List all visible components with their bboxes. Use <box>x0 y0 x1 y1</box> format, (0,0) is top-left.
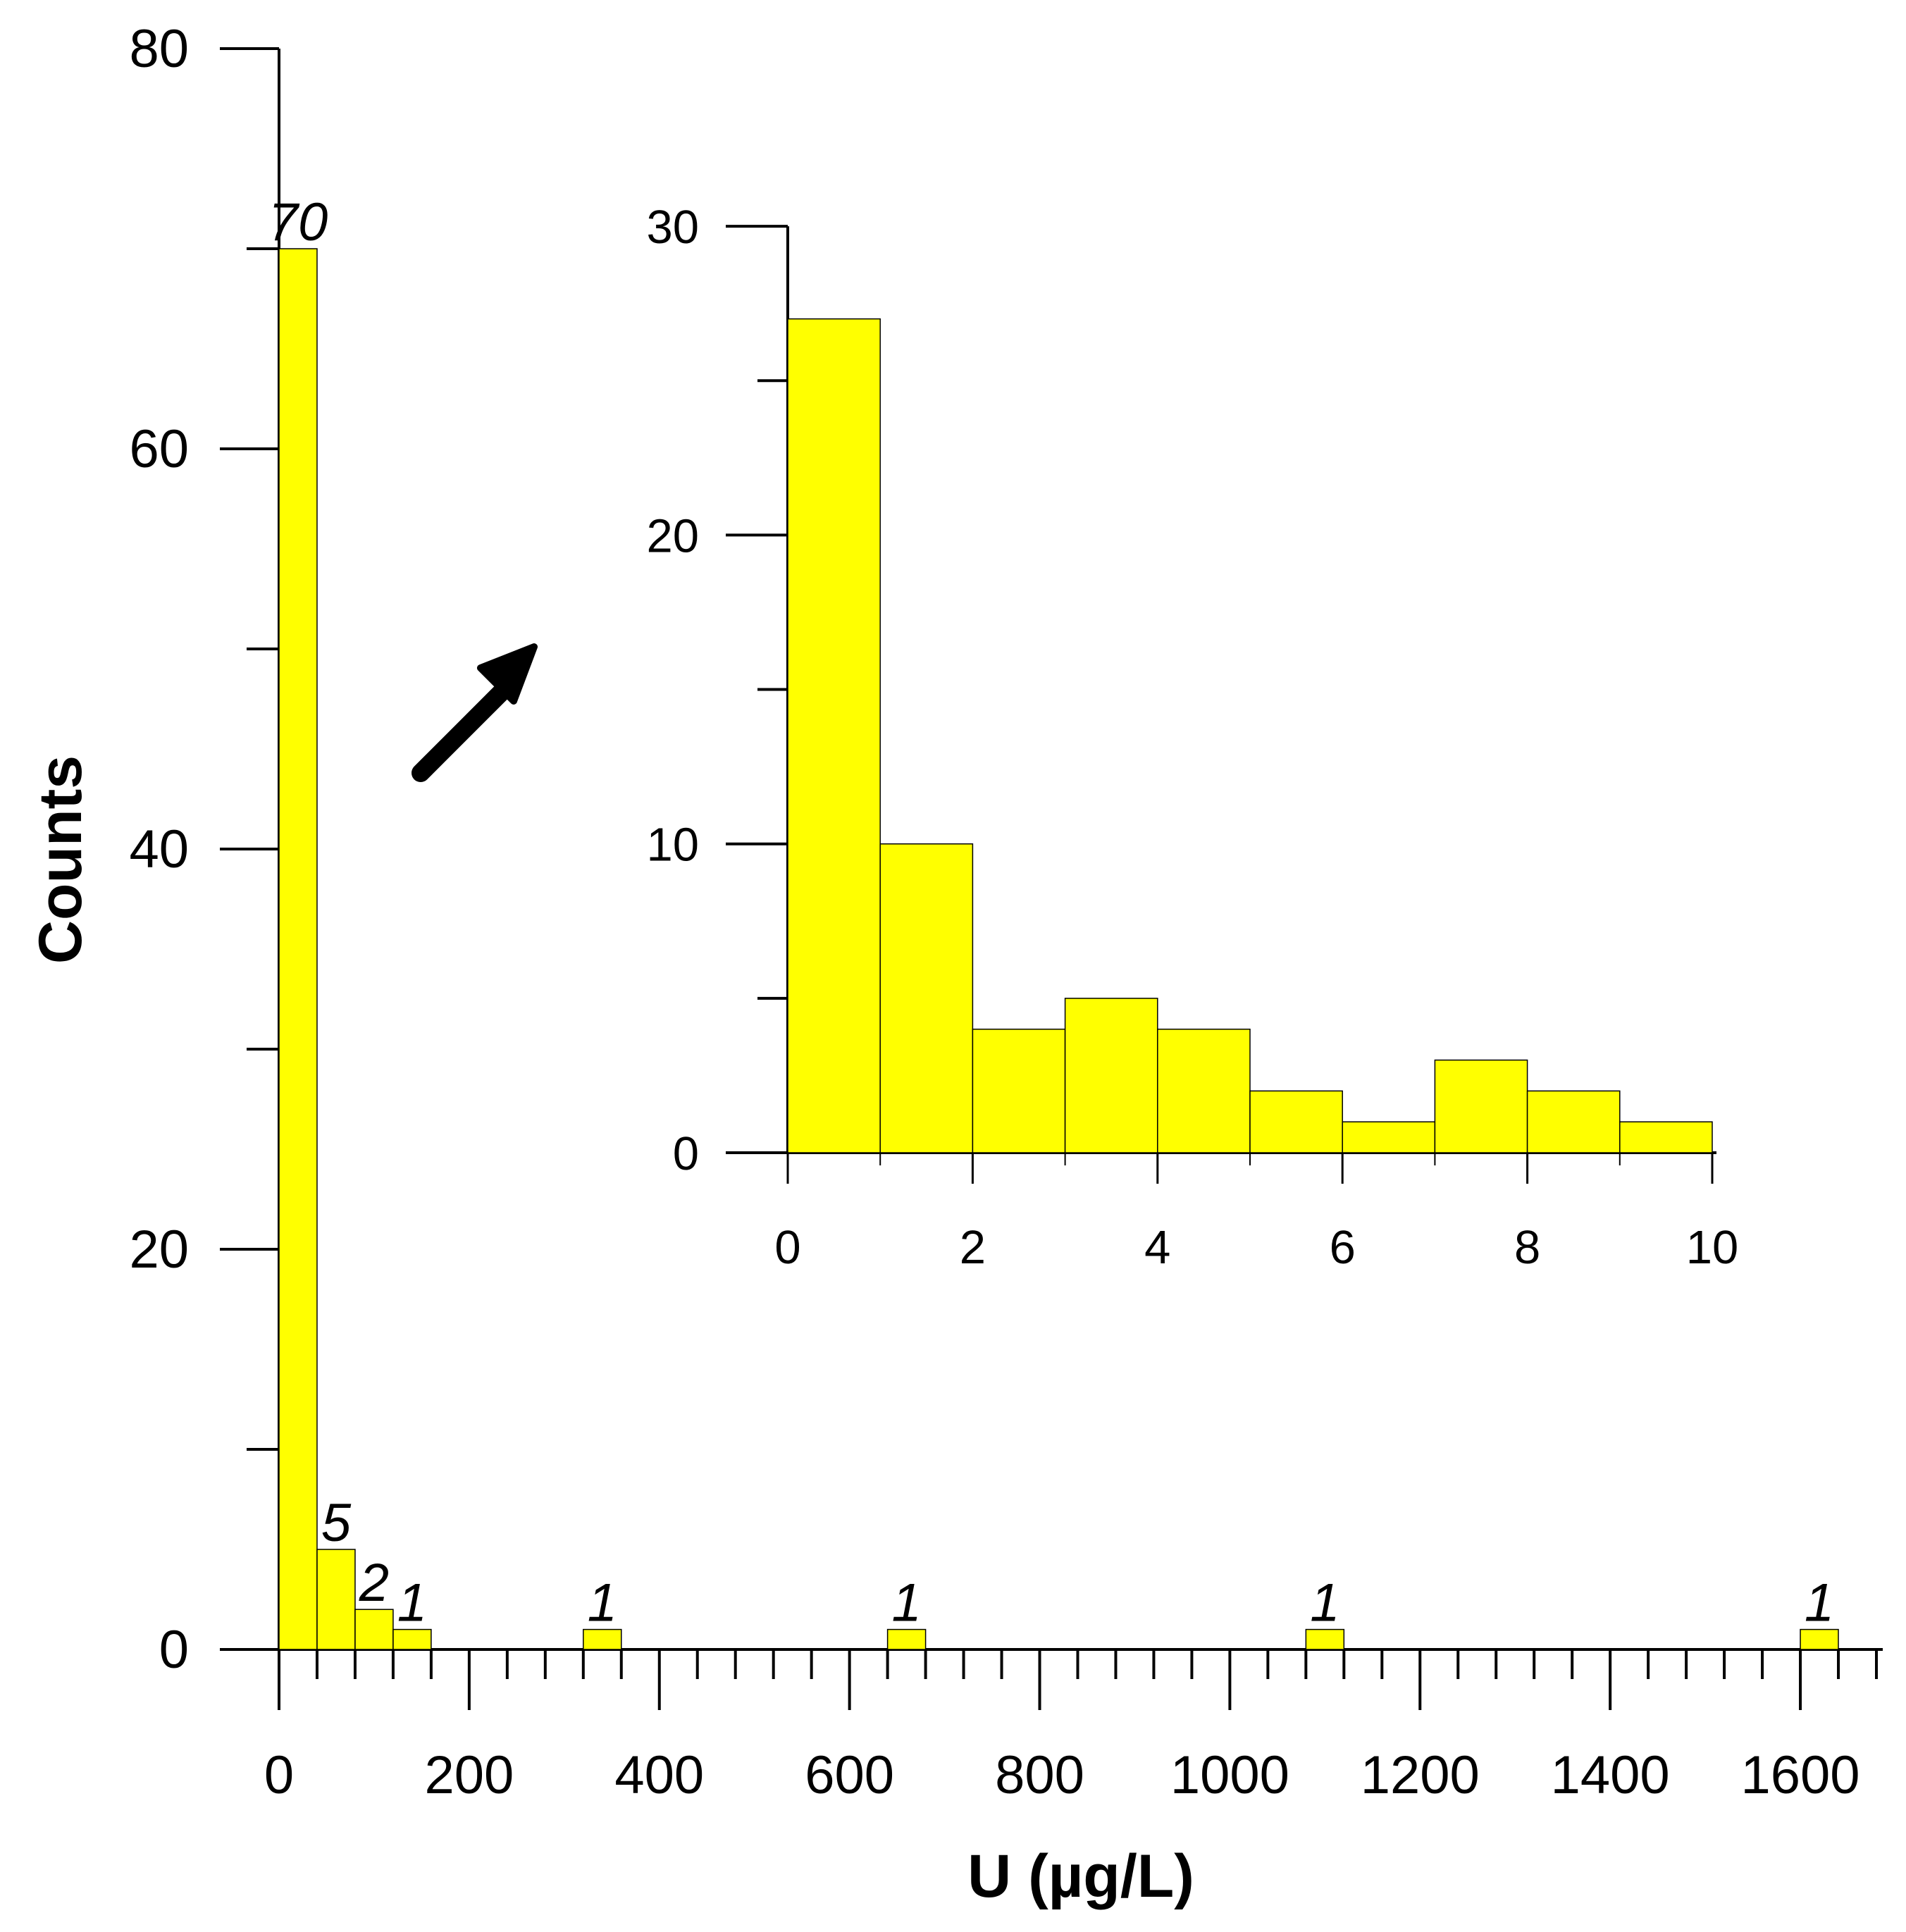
bar-count-label: 1 <box>397 1573 427 1633</box>
y-tick-label: 20 <box>129 1220 189 1280</box>
x-tick-label: 800 <box>995 1745 1084 1805</box>
inset-histogram-bar <box>1249 1090 1343 1153</box>
inset-x-tick-label: 10 <box>1686 1221 1739 1274</box>
bar-count-label: 1 <box>588 1573 617 1633</box>
y-tick-label: 60 <box>129 419 189 479</box>
inset-histogram-bar <box>972 1028 1066 1153</box>
histogram-bar <box>886 1628 927 1650</box>
x-tick-label: 600 <box>805 1745 894 1805</box>
inset-y-tick-label: 30 <box>646 201 699 254</box>
x-tick-label: 1600 <box>1741 1745 1860 1805</box>
x-axis-title: U (µg/L) <box>967 1843 1194 1910</box>
inset-x-tick-label: 6 <box>1330 1221 1356 1274</box>
histogram-bar <box>316 1549 356 1650</box>
y-tick-label: 40 <box>129 819 189 879</box>
bar-count-label: 1 <box>1310 1573 1339 1633</box>
x-tick-label: 1000 <box>1170 1745 1289 1805</box>
bar-count-label: 70 <box>268 192 328 252</box>
bar-count-label: 1 <box>891 1573 921 1633</box>
histogram-bar <box>1305 1628 1345 1650</box>
inset-histogram-bar <box>1526 1090 1621 1153</box>
x-tick-label: 1200 <box>1361 1745 1480 1805</box>
inset-y-tick-label: 0 <box>673 1127 699 1180</box>
inset-histogram-bar <box>1434 1059 1528 1153</box>
inset-y-tick-label: 10 <box>646 819 699 872</box>
y-tick-label: 0 <box>159 1620 189 1680</box>
x-tick-label: 200 <box>424 1745 514 1805</box>
histogram-bar <box>1800 1628 1839 1650</box>
bar-count-label: 2 <box>359 1553 389 1613</box>
inset-histogram-bar <box>787 318 881 1153</box>
inset-histogram-bar <box>1064 998 1158 1153</box>
x-tick-label: 0 <box>264 1745 294 1805</box>
inset-y-tick-label: 20 <box>646 509 699 562</box>
inset-x-tick-label: 2 <box>960 1221 986 1274</box>
histogram-bar <box>583 1628 622 1650</box>
inset-bars <box>787 318 1713 1153</box>
bar-count-label: 1 <box>1805 1573 1834 1633</box>
inset-x-tick-label: 8 <box>1514 1221 1540 1274</box>
x-tick-label: 400 <box>614 1745 704 1805</box>
inset-histogram-bar <box>1619 1121 1713 1153</box>
histogram-bar <box>392 1628 432 1650</box>
y-tick-label: 80 <box>129 19 189 79</box>
histogram-bar <box>278 248 318 1650</box>
zoom-arrow-icon <box>411 643 538 782</box>
inset-histogram-bar <box>1342 1121 1436 1153</box>
inset-histogram-bar <box>879 843 974 1153</box>
inset-histogram-bar <box>1157 1028 1251 1153</box>
y-axis-title: Counts <box>27 755 94 964</box>
bar-count-label: 5 <box>321 1493 352 1553</box>
inset-x-tick-label: 4 <box>1144 1221 1170 1274</box>
x-tick-label: 1400 <box>1551 1745 1670 1805</box>
histogram-bar <box>354 1609 394 1650</box>
inset-x-tick-label: 0 <box>774 1221 800 1274</box>
